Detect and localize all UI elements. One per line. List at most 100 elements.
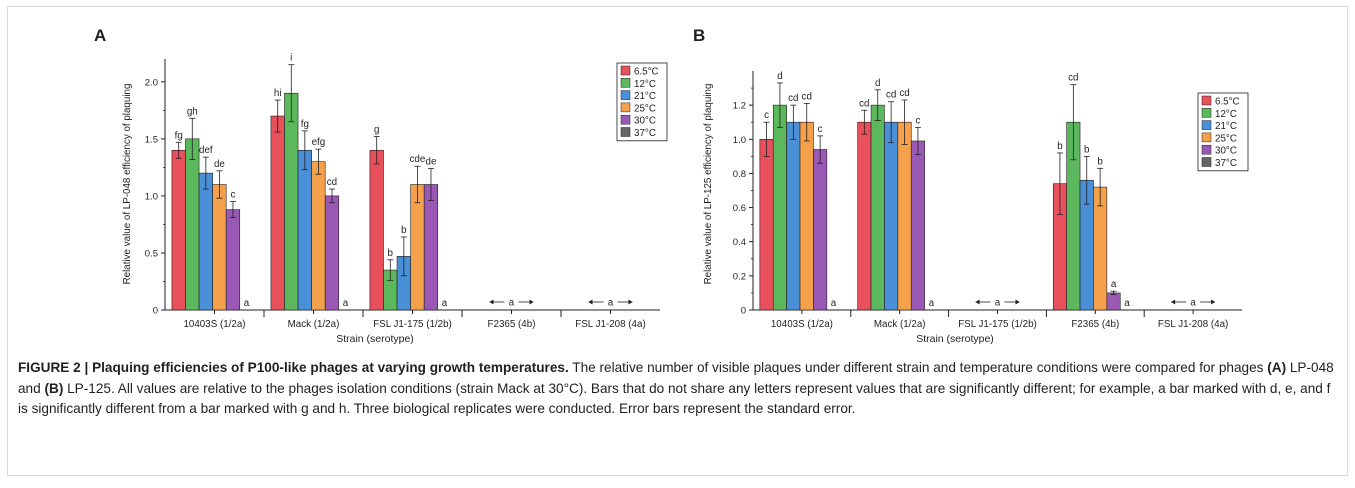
x-tick-label: 10403S (1/2a) (183, 319, 245, 330)
range-annotation-label: a (1190, 298, 1196, 309)
x-tick-label: Mack (1/2a) (288, 319, 340, 330)
y-tick-label: 1.0 (145, 191, 158, 202)
significance-letter: g (374, 125, 379, 136)
chart-panel-a: A Relative value of LP-048 efficiency of… (94, 26, 668, 345)
bar (813, 149, 828, 311)
significance-letter: cd (1068, 73, 1078, 84)
significance-letter: b (1097, 156, 1103, 167)
legend-label: 12°C (1215, 109, 1237, 120)
legend-label: 6.5°C (1215, 97, 1240, 108)
significance-letter: cde (410, 154, 426, 165)
significance-letter: b (388, 248, 394, 259)
significance-letter: a (929, 298, 935, 309)
figure-frame (7, 6, 1348, 476)
legend-label: 30°C (1215, 146, 1237, 157)
significance-letter: a (831, 298, 837, 309)
bar (772, 104, 787, 311)
bar (171, 149, 186, 311)
y-tick-label: 1.5 (145, 134, 158, 145)
significance-letter: a (244, 298, 250, 309)
significance-letter: d (777, 71, 782, 82)
significance-letter: hi (274, 88, 282, 99)
range-arrow-head (628, 299, 633, 305)
legend-label: 12°C (634, 79, 656, 90)
x-tick-label: FSL J1-208 (4a) (1158, 319, 1228, 330)
range-arrow-head (975, 299, 980, 305)
y-tick-label: 1.0 (733, 135, 746, 146)
range-arrow-head (1015, 299, 1020, 305)
significance-letter: cd (886, 90, 896, 101)
x-tick-label: F2365 (4b) (1071, 319, 1119, 330)
significance-letter: c (764, 110, 769, 121)
legend-label: 25°C (1215, 133, 1237, 144)
bar (225, 209, 241, 311)
significance-letter: c (818, 124, 823, 135)
legend-swatch (1201, 95, 1212, 106)
significance-letter: cd (788, 93, 798, 104)
legend-swatch (620, 102, 631, 113)
range-arrow-head (1211, 299, 1216, 305)
legend-swatch (1201, 144, 1212, 155)
bar (884, 121, 899, 311)
significance-letter: fg (175, 130, 183, 141)
significance-letter: c (231, 190, 236, 201)
range-annotation-label: a (509, 298, 515, 309)
significance-letter: fg (301, 119, 309, 130)
bar (423, 184, 439, 311)
significance-letter: b (1084, 144, 1090, 155)
caption-text: The relative number of visible plaques u… (568, 360, 1268, 375)
bar (786, 121, 801, 311)
significance-letter: def (199, 145, 213, 156)
y-tick-label: 0 (741, 306, 746, 317)
significance-letter: de (214, 159, 225, 170)
y-axis-label: Relative value of LP-125 efficiency of p… (703, 84, 714, 285)
significance-letter: efg (312, 137, 326, 148)
figure-caption: FIGURE 2 | Plaquing efficiencies of P100… (18, 358, 1343, 420)
caption-panel-b-ref: (B) (44, 380, 64, 396)
x-tick-label: F2365 (4b) (488, 319, 536, 330)
legend-label: 37°C (1215, 158, 1237, 169)
significance-letter: gh (187, 106, 198, 117)
range-annotation-label: a (995, 298, 1001, 309)
range-annotation-label: a (608, 298, 614, 309)
bar (369, 149, 384, 311)
bar (212, 184, 227, 311)
legend-label: 37°C (634, 128, 656, 139)
legend-label: 6.5°C (634, 67, 659, 78)
legend-swatch (620, 78, 631, 88)
x-tick-label: FSL J1-208 (4a) (575, 319, 645, 330)
chart-panel-b: B Relative value of LP-125 efficiency of… (693, 26, 1249, 345)
significance-letter: b (401, 225, 407, 236)
significance-letter: a (1124, 298, 1130, 309)
panel-label-b: B (693, 26, 705, 45)
y-axis-label: Relative value of LP-048 efficiency of p… (122, 84, 133, 285)
legend-label: 30°C (634, 116, 656, 127)
significance-letter: de (426, 157, 437, 168)
caption-text: LP-048 and (18, 360, 1334, 396)
caption-figure-label: FIGURE 2 | (18, 360, 93, 375)
significance-letter: a (442, 298, 448, 309)
bar (857, 121, 872, 311)
x-tick-label: FSL J1-175 (1/2b) (958, 319, 1037, 330)
bar (1106, 292, 1121, 311)
legend-swatch (620, 127, 631, 137)
x-tick-label: FSL J1-175 (1/2b) (373, 319, 452, 330)
x-axis-label: Strain (serotype) (916, 333, 994, 345)
significance-letter: d (875, 78, 880, 89)
legend-label: 21°C (634, 91, 656, 102)
y-tick-label: 2.0 (145, 77, 158, 88)
bar (198, 172, 213, 311)
bar (270, 115, 285, 311)
legend-swatch (1201, 132, 1212, 143)
range-arrow-head (1171, 299, 1176, 305)
bar (799, 121, 814, 311)
caption-text: LP-125. All values are relative to the p… (18, 380, 1331, 417)
significance-letter: a (1111, 279, 1117, 290)
range-arrow-head (529, 299, 534, 305)
range-arrow-head (489, 299, 494, 305)
legend-swatch (620, 90, 631, 100)
bar (410, 184, 425, 311)
significance-letter: cd (327, 177, 337, 188)
legend-swatch (1201, 157, 1212, 167)
y-tick-label: 1.2 (733, 101, 746, 112)
